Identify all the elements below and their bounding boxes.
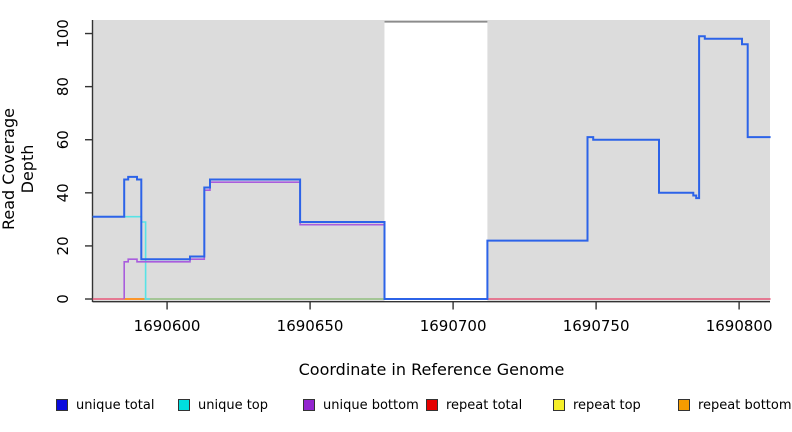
y-tick-label: 40	[54, 183, 72, 202]
legend-label: repeat top	[573, 397, 641, 413]
y-axis-title: Read Coverage Depth	[0, 108, 37, 230]
series-unique-top	[92, 215, 150, 300]
y-tick-label: 80	[54, 77, 72, 96]
legend-swatch-repeat-top	[553, 399, 565, 411]
legend-swatch-unique-total	[56, 399, 68, 411]
legend-label: repeat total	[446, 397, 523, 413]
legend-swatch-unique-top	[178, 399, 190, 411]
series-unique-total	[92, 35, 771, 300]
legend-item-repeat-total: repeat total	[426, 396, 522, 414]
x-tick-label: 1690750	[563, 317, 630, 335]
y-tick-label: 60	[54, 130, 72, 149]
legend: unique total unique top unique bottom re…	[0, 396, 792, 416]
x-tick-label: 1690800	[706, 317, 773, 335]
legend-swatch-unique-bottom	[303, 399, 315, 411]
legend-item-repeat-bottom: repeat bottom	[678, 396, 792, 414]
legend-item-unique-top: unique top	[178, 396, 268, 414]
series-unique-bottom	[123, 181, 488, 300]
legend-swatch-repeat-bottom	[678, 399, 690, 411]
legend-label: repeat bottom	[698, 397, 792, 413]
legend-item-unique-bottom: unique bottom	[303, 396, 419, 414]
y-tick-label: 20	[54, 236, 72, 255]
legend-item-repeat-top: repeat top	[553, 396, 641, 414]
x-tick-label: 1690600	[134, 317, 201, 335]
x-tick-label: 1690650	[277, 317, 344, 335]
x-tick-label: 1690700	[420, 317, 487, 335]
masked-region	[384, 20, 488, 301]
legend-label: unique bottom	[323, 397, 419, 413]
y-tick-label: 100	[54, 19, 72, 48]
y-tick-label: 0	[54, 294, 72, 304]
legend-item-unique-total: unique total	[56, 396, 154, 414]
legend-label: unique top	[198, 397, 269, 413]
x-axis-title: Coordinate in Reference Genome	[298, 360, 565, 379]
legend-label: unique total	[76, 397, 155, 413]
legend-swatch-repeat-total	[426, 399, 438, 411]
